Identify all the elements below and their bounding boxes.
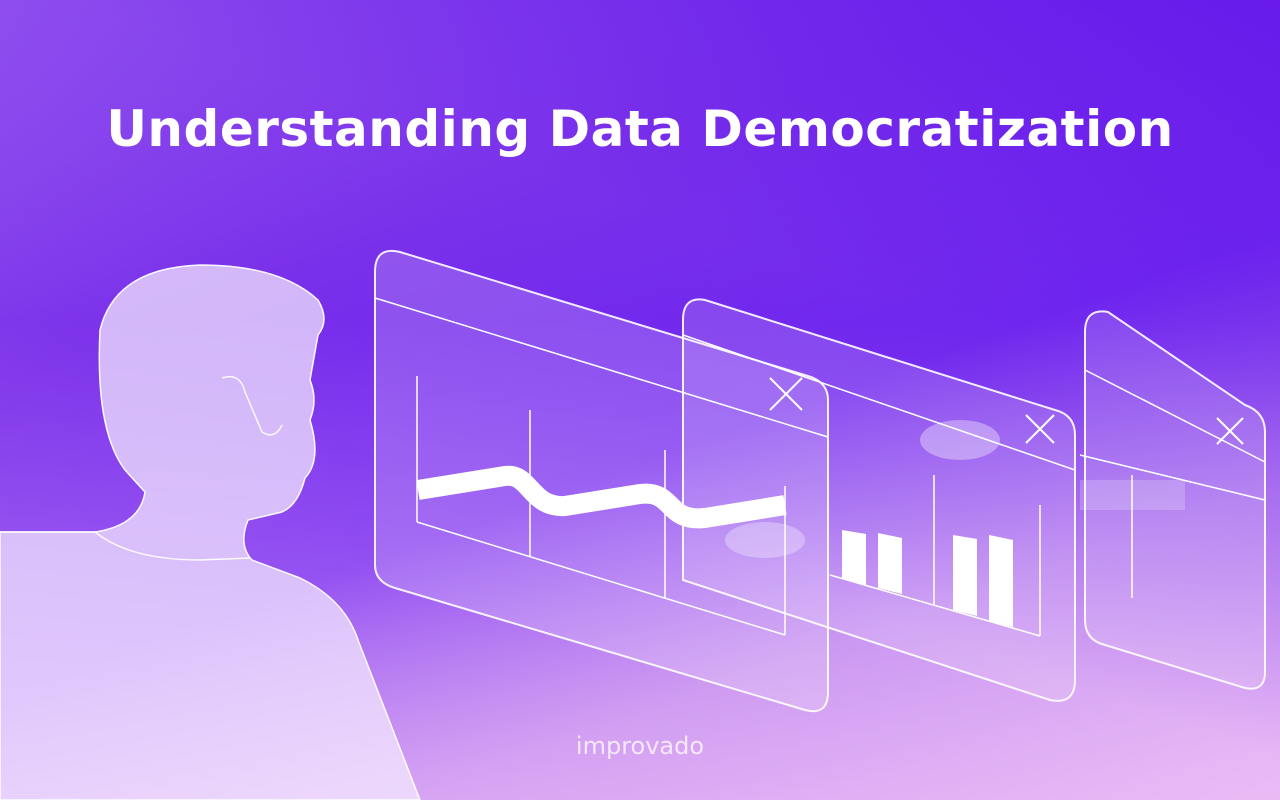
bar [878, 533, 902, 594]
bar [989, 535, 1013, 627]
close-icon[interactable] [769, 377, 803, 411]
bar [842, 530, 866, 585]
line-chart [416, 465, 787, 529]
improvado-logo: improvado [575, 732, 705, 760]
close-icon[interactable] [1216, 417, 1244, 445]
page-title: Understanding Data Democratization [106, 100, 1174, 158]
person-silhouette [0, 264, 421, 800]
window-panel-1 [374, 250, 829, 713]
bar-chart [842, 530, 1013, 627]
bar [953, 535, 977, 616]
close-icon[interactable] [1025, 414, 1055, 444]
window-panel-3 [1079, 310, 1266, 690]
